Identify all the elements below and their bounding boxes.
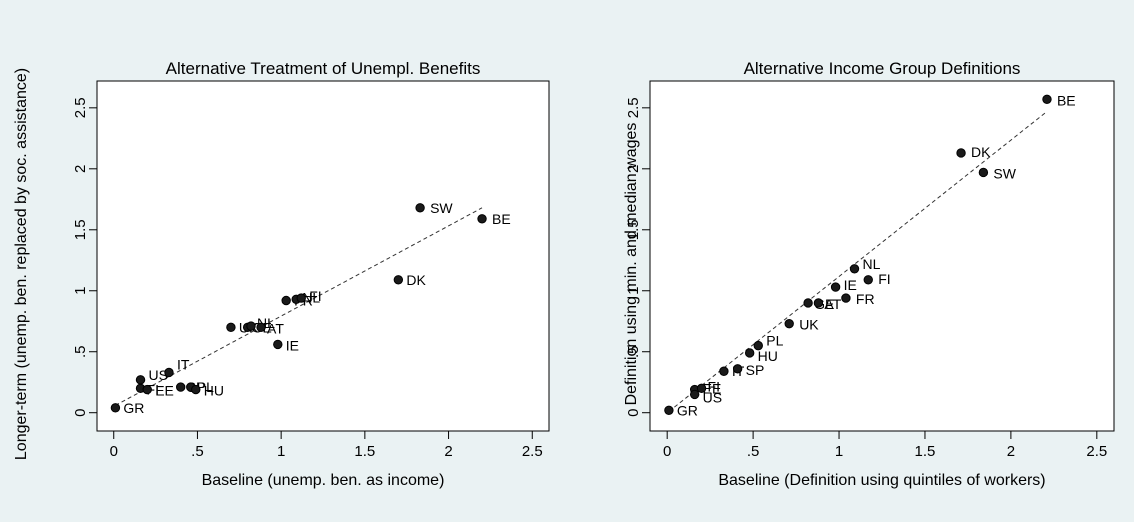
x-axis-title: Baseline (unemp. ben. as income) bbox=[202, 472, 445, 489]
y-tick-label: .5 bbox=[625, 345, 642, 358]
data-point-be bbox=[1042, 94, 1052, 104]
data-point-fi bbox=[296, 293, 306, 303]
data-point-sw bbox=[415, 203, 425, 213]
data-point-it bbox=[719, 366, 729, 376]
x-tick-label: 0 bbox=[110, 443, 118, 460]
data-point-at bbox=[256, 322, 266, 333]
x-tick-label: 1 bbox=[835, 443, 843, 460]
data-point-ie bbox=[830, 282, 841, 292]
data-point-fi bbox=[696, 383, 707, 394]
x-tick-label: 2.5 bbox=[1086, 443, 1107, 460]
x-tick-label: 2.5 bbox=[522, 443, 543, 460]
y-tick-label: 1.5 bbox=[72, 219, 89, 240]
data-point-fr bbox=[281, 295, 291, 306]
x-tick-label: .5 bbox=[191, 443, 204, 460]
data-point-uk bbox=[784, 318, 794, 329]
data-point-dk bbox=[393, 275, 404, 285]
point-label-us: US bbox=[149, 367, 168, 383]
point-label-hu: HU bbox=[758, 348, 778, 364]
y-tick-label: .5 bbox=[72, 345, 89, 358]
x-tick-label: 2 bbox=[1007, 443, 1015, 460]
data-point-hu bbox=[744, 348, 755, 358]
data-point-at bbox=[813, 298, 824, 308]
data-point-fr bbox=[841, 293, 851, 303]
point-label-nl: NL bbox=[302, 289, 320, 305]
point-label-dk: DK bbox=[406, 272, 426, 288]
data-point-fi bbox=[863, 275, 873, 285]
point-label-sw: SW bbox=[993, 165, 1016, 181]
data-point-dk bbox=[956, 148, 966, 158]
data-point-it bbox=[164, 367, 174, 378]
point-label-uk: UK bbox=[799, 317, 819, 333]
chart-title: Alternative Treatment of Unempl. Benefit… bbox=[166, 59, 481, 78]
point-label-sp: SP bbox=[746, 362, 765, 378]
y-tick-label: 2.5 bbox=[625, 97, 642, 118]
point-label-at: AT bbox=[267, 320, 284, 336]
chart-title: Alternative Income Group Definitions bbox=[744, 59, 1021, 78]
point-label-gr: GR bbox=[123, 400, 144, 416]
chart-panel-2: Alternative Income Group Definitions 0 .5 1… bbox=[623, 59, 1115, 489]
y-tick-label: 1.5 bbox=[625, 219, 642, 240]
point-label-sw: SW bbox=[430, 200, 453, 216]
data-point-us bbox=[135, 375, 146, 385]
data-point-ge bbox=[803, 298, 813, 308]
data-point-nl bbox=[849, 264, 860, 274]
point-label-pl: PL bbox=[197, 379, 214, 395]
x-tick-label: 1.5 bbox=[354, 443, 375, 460]
data-point-hu bbox=[191, 384, 201, 395]
y-tick-label: 2 bbox=[625, 165, 642, 173]
point-label-ie: IE bbox=[844, 277, 857, 293]
point-label-at: AT bbox=[824, 296, 841, 312]
data-point-nl bbox=[246, 321, 256, 331]
y-axis-title: Longer-term (unemp. ben. replaced by soc… bbox=[13, 68, 30, 460]
data-point-sw bbox=[978, 167, 989, 178]
x-axis-title: Baseline (Definition using quintiles of … bbox=[718, 472, 1045, 489]
point-label-be: BE bbox=[492, 211, 511, 227]
point-label-ie: IE bbox=[286, 337, 299, 353]
data-point-us bbox=[689, 389, 700, 400]
point-label-gr: GR bbox=[677, 402, 698, 418]
point-label-ee: EE bbox=[703, 381, 722, 397]
y-tick-label: 0 bbox=[625, 409, 642, 417]
point-label-nl: NL bbox=[863, 256, 881, 272]
x-tick-label: 1 bbox=[277, 443, 285, 460]
point-label-fr: FR bbox=[856, 291, 875, 307]
y-tick-label: 2 bbox=[72, 165, 89, 173]
y-tick-label: 0 bbox=[72, 409, 89, 417]
point-label-fi: FI bbox=[878, 271, 890, 287]
data-point-pl bbox=[753, 340, 763, 351]
x-tick-label: 0 bbox=[663, 443, 671, 460]
y-tick-label: 1 bbox=[72, 287, 89, 295]
point-label-be: BE bbox=[1057, 92, 1076, 108]
data-point-uk bbox=[226, 322, 236, 333]
data-point-gr bbox=[110, 403, 121, 413]
y-axis-title: Definition using min. and median wages bbox=[623, 123, 640, 406]
chart-panel-1: Alternative Treatment of Unempl. Benefit… bbox=[13, 59, 550, 489]
data-point-ie bbox=[273, 339, 283, 350]
data-point-sp bbox=[176, 382, 186, 392]
fit-line bbox=[668, 111, 1048, 412]
point-label-us: US bbox=[703, 389, 722, 405]
x-tick-label: .5 bbox=[747, 443, 760, 460]
point-label-dk: DK bbox=[971, 144, 991, 160]
data-point-sp bbox=[732, 364, 743, 374]
point-label-fi: FI bbox=[309, 288, 321, 304]
point-label-pl: PL bbox=[766, 333, 783, 349]
point-label-fi: FI bbox=[708, 378, 720, 394]
data-point-be bbox=[477, 214, 487, 224]
point-label-it: IT bbox=[177, 356, 190, 372]
x-tick-label: 2 bbox=[444, 443, 452, 460]
y-tick-label: 2.5 bbox=[72, 97, 89, 118]
y-tick-label: 1 bbox=[625, 287, 642, 295]
data-point-ee bbox=[142, 384, 152, 395]
data-point-gr bbox=[664, 405, 674, 415]
point-label-hu: HU bbox=[204, 383, 224, 399]
point-label-ee: EE bbox=[155, 383, 174, 399]
x-tick-label: 1.5 bbox=[915, 443, 936, 460]
